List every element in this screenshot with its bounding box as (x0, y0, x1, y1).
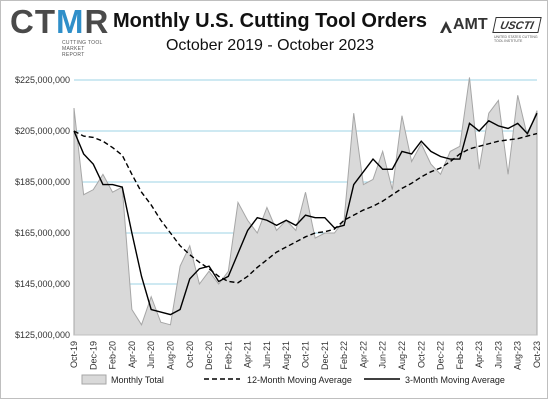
x-tick-label: Feb-21 (223, 341, 233, 370)
series-monthly-total-area (73, 77, 538, 336)
x-tick-label: Apr-23 (474, 341, 484, 368)
x-tick-label: Dec-21 (320, 341, 330, 370)
x-tick-label: Oct-19 (69, 341, 79, 368)
y-tick-label: $225,000,000 (15, 75, 70, 85)
y-tick-label: $165,000,000 (15, 228, 70, 238)
x-tick-label: Oct-20 (185, 341, 195, 368)
x-axis: Oct-19 Dec-19 Feb-20 Apr-20 Jun-20 Aug-20 Oct-… (69, 334, 542, 370)
ctmr-logo: CTMR CUTTING TOOL MARKET REPORT (10, 3, 110, 59)
x-tick-label: Jun-22 (378, 341, 388, 369)
series-12-month-average-line (73, 130, 538, 284)
x-tick-label: Feb-20 (108, 341, 118, 370)
x-tick-label: Jun-20 (146, 341, 156, 369)
x-tick-label: Oct-22 (416, 341, 426, 368)
x-tick-label: Jun-23 (493, 341, 503, 369)
y-axis: $125,000,000 $145,000,000 $165,000,000 $185… (15, 75, 70, 340)
chart-title: Monthly U.S. Cutting Tool Orders (112, 10, 428, 32)
x-tick-label: Apr-20 (127, 341, 137, 368)
y-tick-label: $205,000,000 (15, 126, 70, 136)
amt-mark-icon (440, 21, 452, 33)
chart-subtitle: October 2019 - October 2023 (165, 37, 375, 54)
x-tick-label: Aug-21 (281, 341, 291, 370)
plot-area (73, 77, 538, 336)
y-tick-label: $125,000,000 (15, 330, 70, 340)
legend-label-monthly-total: Monthly Total (111, 375, 164, 385)
x-tick-label: Apr-22 (358, 341, 368, 368)
x-tick-label: Jun-21 (262, 341, 272, 369)
x-tick-label: Aug-23 (513, 341, 523, 370)
x-tick-label: Apr-21 (243, 341, 253, 368)
x-tick-label: Aug-22 (397, 341, 407, 370)
legend-label-3-month: 3-Month Moving Average (405, 375, 505, 385)
series-3-month-average-line (73, 112, 538, 316)
x-tick-label: Dec-20 (204, 341, 214, 370)
legend-swatch-monthly-total (81, 374, 107, 385)
legend-label-12-month: 12-Month Moving Average (247, 375, 352, 385)
amt-uscti-logo: AMT USCTI UNITED STATES CUTTING TOOL INS… (440, 14, 544, 54)
x-tick-label: Feb-22 (339, 341, 349, 370)
y-tick-label: $145,000,000 (15, 279, 70, 289)
legend: Monthly Total 12-Month Moving Average 3-Mo… (81, 374, 505, 385)
y-tick-label: $185,000,000 (15, 177, 70, 187)
x-tick-label: Oct-23 (532, 341, 542, 368)
x-tick-label: Dec-19 (88, 341, 98, 370)
x-tick-label: Oct-21 (301, 341, 311, 368)
x-tick-label: Aug-20 (166, 341, 176, 370)
x-tick-label: Dec-22 (436, 341, 446, 370)
x-tick-label: Feb-23 (455, 341, 465, 370)
